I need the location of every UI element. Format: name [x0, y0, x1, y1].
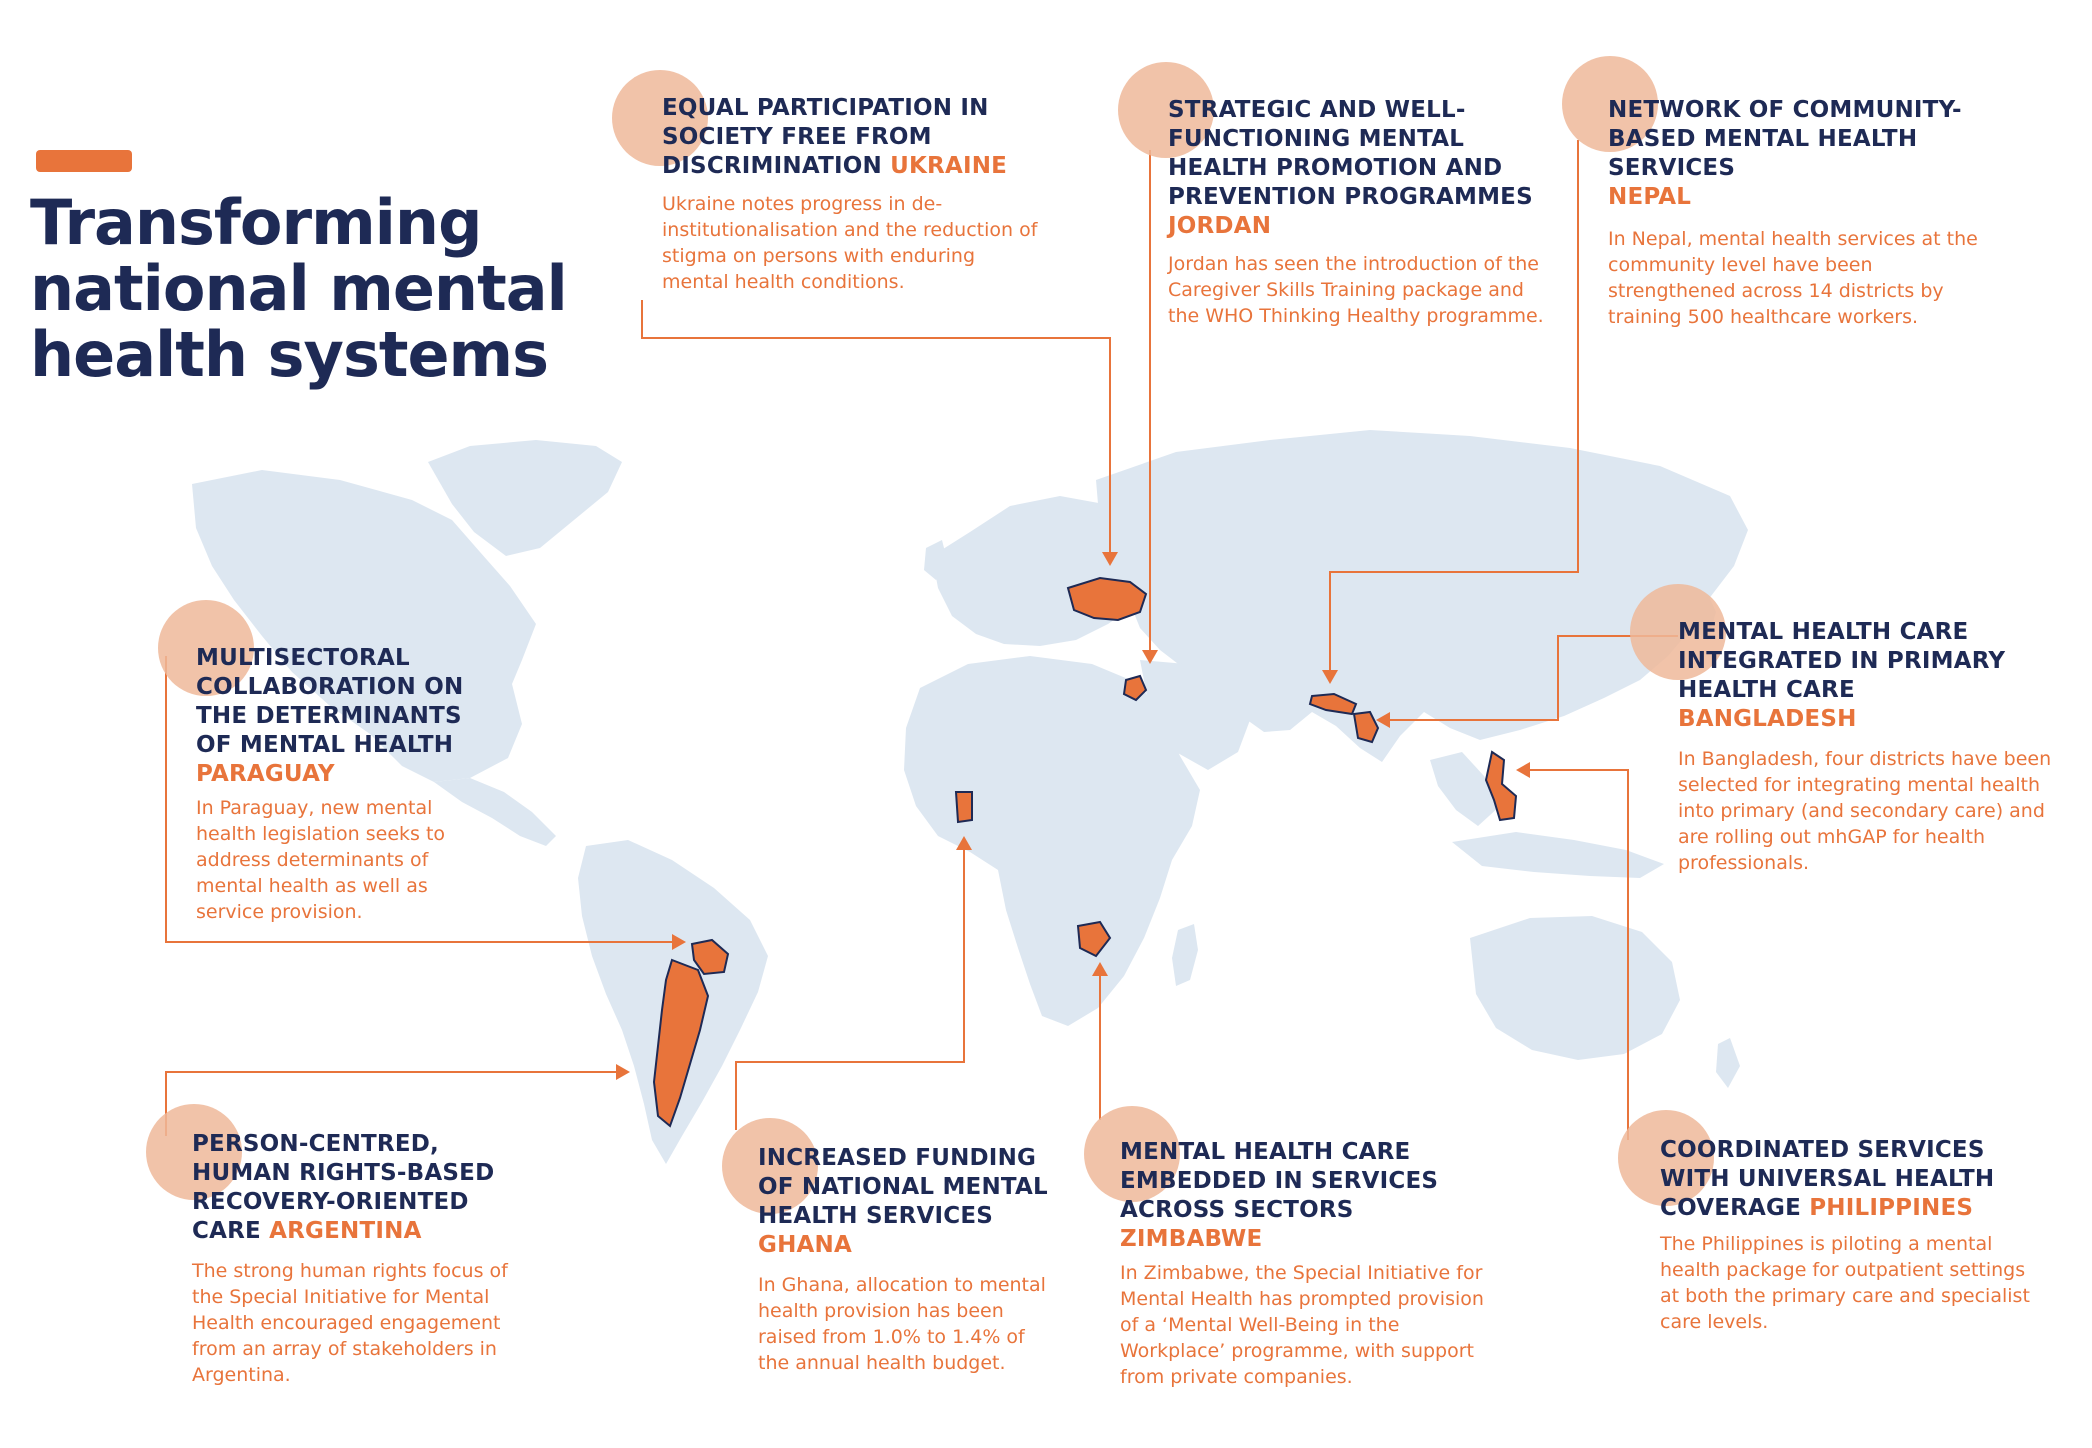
arrow-paraguay	[672, 934, 686, 950]
callout-zimbabwe: MENTAL HEALTH CARE EMBEDDED IN SERVICES …	[1120, 1138, 1490, 1390]
country-shape-jordan	[1122, 674, 1148, 702]
country-shape-argentina	[652, 958, 710, 1128]
callout-argentina: PERSON-CENTRED, HUMAN RIGHTS-BASED RECOV…	[192, 1130, 532, 1388]
callout-paraguay: MULTISECTORAL COLLABORATION ON THE DETER…	[196, 644, 496, 925]
callout-body-nepal: In Nepal, mental health services at the …	[1608, 228, 1978, 328]
callout-circle-argentina	[146, 1104, 242, 1200]
callout-body-zimbabwe: In Zimbabwe, the Special Initiative for …	[1120, 1262, 1484, 1388]
landmass-africa	[904, 656, 1200, 1026]
callout-heading-philippines: COORDINATED SERVICES WITH UNIVERSAL HEAL…	[1660, 1137, 1995, 1221]
callout-circle-bangladesh	[1630, 584, 1726, 680]
connector-ghana	[735, 850, 965, 1130]
callout-country-paraguay: PARAGUAY	[196, 761, 335, 787]
callout-country-ukraine: UKRAINE	[890, 153, 1008, 179]
callout-circle-paraguay	[158, 600, 254, 696]
title-line-2: national mental	[30, 252, 568, 325]
landmass-north-america	[192, 470, 536, 782]
arrow-bangladesh	[1376, 712, 1390, 728]
landmass-asia	[1096, 430, 1748, 762]
title-line-3: health systems	[30, 318, 549, 391]
connector-philippines	[1530, 769, 1629, 1140]
landmass-new-zealand	[1716, 1038, 1740, 1088]
callout-philippines: COORDINATED SERVICES WITH UNIVERSAL HEAL…	[1660, 1136, 2050, 1335]
connector-nepal	[1329, 140, 1579, 670]
callout-nepal: NETWORK OF COMMUNITY-BASED MENTAL HEALTH…	[1608, 96, 1978, 330]
landmass-central-america	[434, 778, 556, 846]
landmass-greenland	[428, 440, 622, 556]
callout-ukraine: EQUAL PARTICIPATION IN SOCIETY FREE FROM…	[662, 94, 1042, 295]
callout-body-ghana: In Ghana, allocation to mental health pr…	[758, 1274, 1046, 1374]
connector-ukraine	[641, 300, 1111, 552]
callout-circle-zimbabwe	[1084, 1106, 1180, 1202]
arrow-zimbabwe	[1092, 962, 1108, 976]
callout-heading-zimbabwe: MENTAL HEALTH CARE EMBEDDED IN SERVICES …	[1120, 1139, 1439, 1252]
callout-heading-paraguay: MULTISECTORAL COLLABORATION ON THE DETER…	[196, 645, 464, 787]
callout-country-zimbabwe: ZIMBABWE	[1120, 1226, 1263, 1252]
callout-heading-jordan: STRATEGIC AND WELL-FUNCTIONING MENTAL HE…	[1168, 97, 1533, 239]
country-shape-ghana	[954, 791, 973, 824]
callout-heading-nepal: NETWORK OF COMMUNITY-BASED MENTAL HEALTH…	[1608, 97, 1962, 210]
callout-circle-jordan	[1118, 62, 1214, 158]
callout-circle-ghana	[722, 1118, 818, 1214]
callout-ghana: INCREASED FUNDING OF NATIONAL MENTAL HEA…	[758, 1144, 1058, 1376]
landmass-australia	[1470, 916, 1680, 1060]
arrow-jordan	[1142, 650, 1158, 664]
callout-body-argentina: The strong human rights focus of the Spe…	[192, 1260, 508, 1386]
callout-country-bangladesh: BANGLADESH	[1678, 706, 1857, 732]
callout-country-philippines: PHILIPPINES	[1809, 1195, 1974, 1221]
landmass-southeast-asia	[1430, 752, 1500, 826]
country-shape-nepal	[1308, 692, 1358, 716]
callout-body-paraguay: In Paraguay, new mental health legislati…	[196, 797, 446, 923]
connector-paraguay	[165, 656, 672, 943]
arrow-nepal	[1322, 670, 1338, 684]
arrow-argentina	[616, 1064, 630, 1080]
landmass-indonesia	[1452, 832, 1664, 878]
callout-country-ghana: GHANA	[758, 1232, 852, 1258]
country-shape-philippines	[1484, 750, 1518, 822]
callout-circle-philippines	[1618, 1110, 1714, 1206]
callout-bangladesh: MENTAL HEALTH CARE INTEGRATED IN PRIMARY…	[1678, 618, 2078, 876]
callout-body-jordan: Jordan has seen the introduction of the …	[1168, 253, 1544, 327]
callout-country-jordan: JORDAN	[1168, 213, 1272, 239]
page-title: Transforming national mental health system…	[30, 190, 590, 388]
callout-body-philippines: The Philippines is piloting a mental hea…	[1660, 1233, 2030, 1333]
title-accent-bar	[36, 150, 132, 172]
callout-heading-bangladesh: MENTAL HEALTH CARE INTEGRATED IN PRIMARY…	[1678, 619, 2006, 732]
callout-heading-argentina: PERSON-CENTRED, HUMAN RIGHTS-BASED RECOV…	[192, 1131, 495, 1244]
callout-heading-ghana: INCREASED FUNDING OF NATIONAL MENTAL HEA…	[758, 1145, 1048, 1258]
callout-country-argentina: ARGENTINA	[269, 1218, 422, 1244]
callout-circle-nepal	[1562, 56, 1658, 152]
arrow-philippines	[1516, 762, 1530, 778]
country-shape-zimbabwe	[1076, 920, 1112, 958]
connector-arrows	[616, 552, 1530, 1080]
world-landmass	[192, 430, 1748, 1164]
callout-jordan: STRATEGIC AND WELL-FUNCTIONING MENTAL HE…	[1168, 96, 1548, 329]
landmass-uk	[924, 540, 948, 580]
country-shape-ukraine	[1066, 576, 1148, 622]
arrow-ghana	[956, 836, 972, 850]
callout-heading-ukraine: EQUAL PARTICIPATION IN SOCIETY FREE FROM…	[662, 95, 1008, 179]
landmass-arabia	[1140, 660, 1250, 770]
callout-body-bangladesh: In Bangladesh, four districts have been …	[1678, 748, 2052, 874]
connector-bangladesh	[1390, 635, 1678, 721]
callout-country-nepal: NEPAL	[1608, 184, 1692, 210]
country-shape-bangladesh	[1352, 710, 1380, 744]
country-shape-paraguay	[690, 938, 730, 976]
callout-circle-ukraine	[612, 70, 708, 166]
arrow-ukraine	[1102, 552, 1118, 566]
callout-body-ukraine: Ukraine notes progress in de-institution…	[662, 193, 1038, 293]
landmass-madagascar	[1172, 924, 1198, 986]
highlighted-countries	[652, 576, 1518, 1128]
title-line-1: Transforming	[30, 186, 482, 259]
